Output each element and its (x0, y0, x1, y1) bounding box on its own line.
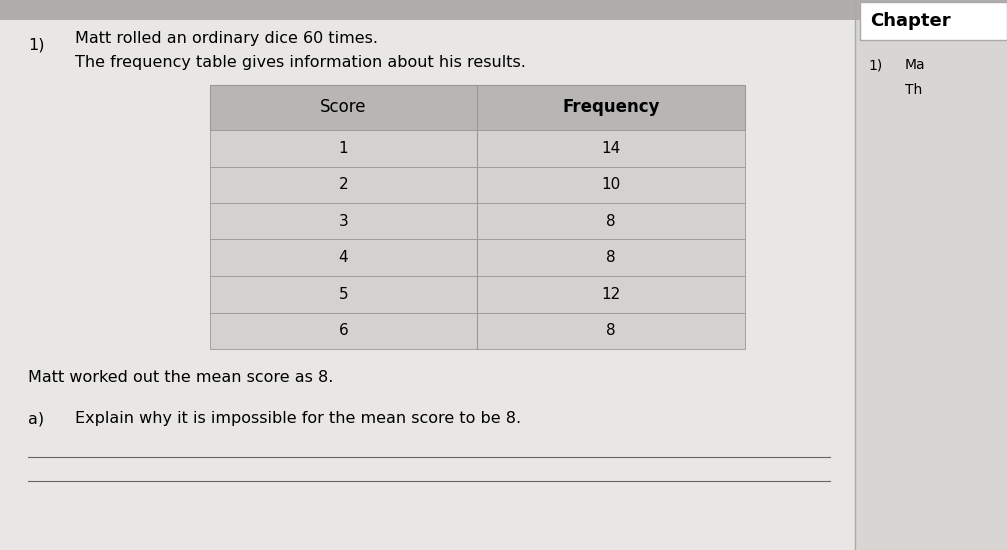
FancyBboxPatch shape (210, 312, 745, 349)
Text: 8: 8 (606, 323, 616, 338)
FancyBboxPatch shape (210, 85, 745, 130)
Text: Matt worked out the mean score as 8.: Matt worked out the mean score as 8. (28, 370, 333, 384)
FancyBboxPatch shape (210, 130, 745, 167)
Text: a): a) (28, 411, 44, 426)
Text: Matt rolled an ordinary dice 60 times.: Matt rolled an ordinary dice 60 times. (75, 30, 378, 46)
Text: 1): 1) (28, 37, 44, 52)
Text: 10: 10 (601, 177, 620, 192)
Text: Chapter: Chapter (870, 13, 951, 30)
Text: Ma: Ma (905, 58, 925, 72)
FancyBboxPatch shape (855, 0, 1007, 20)
FancyBboxPatch shape (0, 0, 855, 20)
Text: 8: 8 (606, 250, 616, 265)
Text: Frequency: Frequency (562, 98, 660, 117)
Text: 12: 12 (601, 287, 620, 302)
FancyBboxPatch shape (855, 0, 1007, 550)
FancyBboxPatch shape (210, 203, 745, 239)
Text: 1): 1) (868, 58, 882, 72)
Text: 2: 2 (338, 177, 348, 192)
Text: 4: 4 (338, 250, 348, 265)
Text: Score: Score (320, 98, 367, 117)
Text: 1: 1 (338, 141, 348, 156)
Text: 8: 8 (606, 214, 616, 229)
FancyBboxPatch shape (210, 276, 745, 312)
Text: Explain why it is impossible for the mean score to be 8.: Explain why it is impossible for the mea… (75, 411, 522, 426)
Text: The frequency table gives information about his results.: The frequency table gives information ab… (75, 54, 526, 69)
Text: Th: Th (905, 83, 922, 97)
Text: 14: 14 (601, 141, 620, 156)
FancyBboxPatch shape (210, 167, 745, 203)
FancyBboxPatch shape (210, 239, 745, 276)
Text: 5: 5 (338, 287, 348, 302)
Text: 3: 3 (338, 214, 348, 229)
FancyBboxPatch shape (860, 2, 1007, 40)
Text: 6: 6 (338, 323, 348, 338)
